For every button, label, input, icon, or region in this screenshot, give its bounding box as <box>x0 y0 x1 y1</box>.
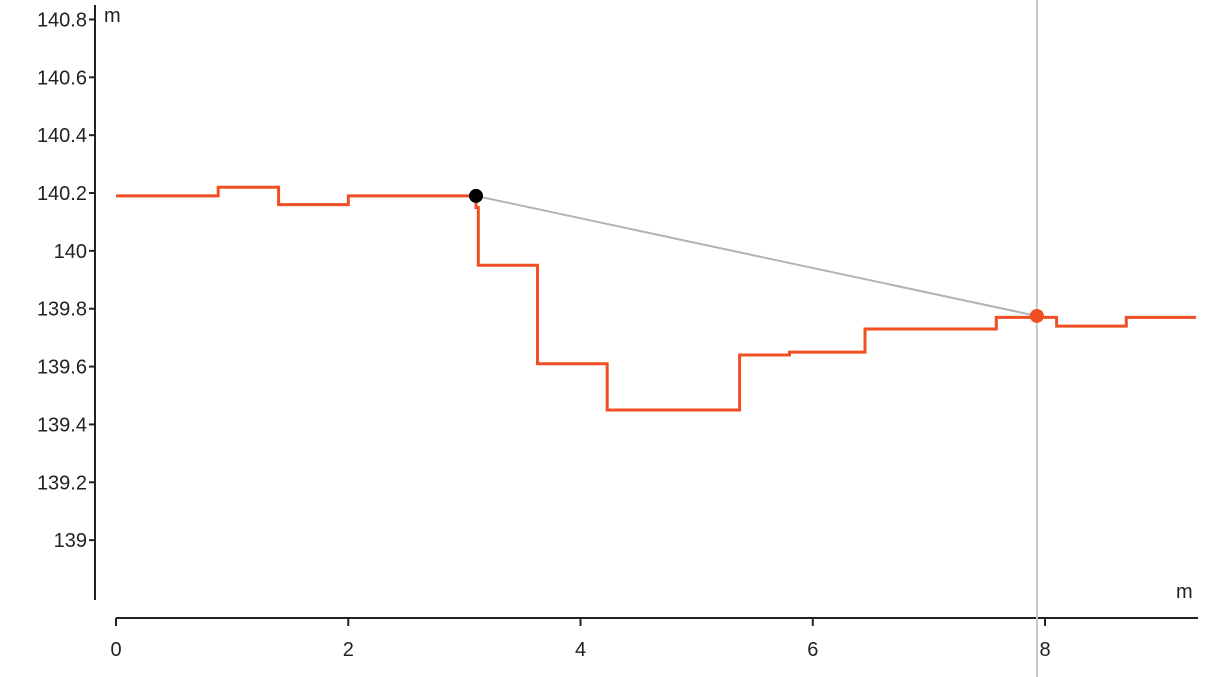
y-tick-label: 140.8 <box>37 9 87 31</box>
y-tick-label: 139.4 <box>37 414 87 436</box>
x-tick-label: 6 <box>807 639 818 661</box>
markers-layer <box>469 188 1044 323</box>
reference-layer <box>475 0 1038 677</box>
series-layer <box>116 185 1196 412</box>
reference-line <box>475 194 1038 317</box>
x-tick-label: 0 <box>110 639 121 661</box>
y-tick-label: 140.4 <box>37 125 87 147</box>
y-tick-label: 140 <box>54 241 87 263</box>
x-tick-label: 8 <box>1039 639 1050 661</box>
y-tick-label: 139.2 <box>37 472 87 494</box>
y-axis-unit-label: m <box>104 5 121 27</box>
y-tick-label: 139 <box>54 530 87 552</box>
y-tick-label: 140.2 <box>37 183 87 205</box>
x-tick-label: 4 <box>575 639 586 661</box>
x-axis-unit-label: m <box>1176 581 1193 603</box>
profile-series-line <box>116 185 1196 412</box>
axes: 139 139.2 139.4 139.6 139.8 140 140.2 140.4 140.… <box>37 5 1198 661</box>
point-marker <box>469 188 483 203</box>
y-tick-label: 139.6 <box>37 357 87 379</box>
x-tick-label: 2 <box>343 639 354 661</box>
y-tick-label: 140.6 <box>37 67 87 89</box>
point-marker <box>1029 308 1044 323</box>
y-tick-label: 139.8 <box>37 299 87 321</box>
